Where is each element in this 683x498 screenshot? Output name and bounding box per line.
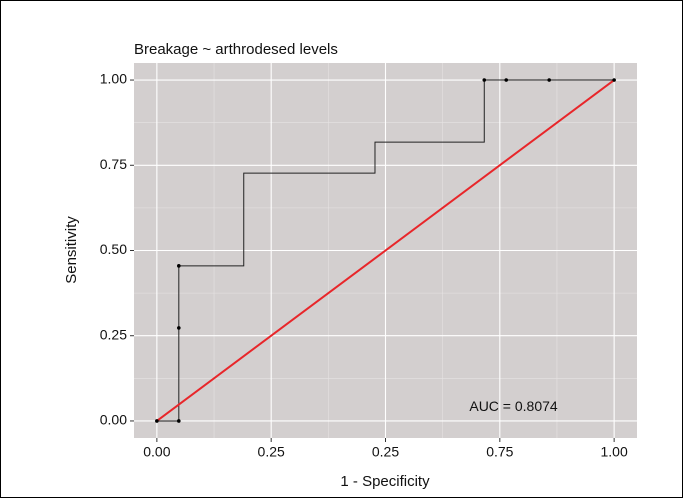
point (612, 78, 616, 82)
y-tick-label: 0.00 (100, 412, 127, 428)
y-tick-label: 0.75 (100, 156, 127, 172)
line (156, 79, 615, 422)
annotation: AUC = 0.8074 (469, 398, 558, 414)
point (504, 78, 509, 82)
point (482, 78, 487, 82)
point (177, 264, 181, 268)
point (547, 78, 552, 82)
point (177, 326, 181, 330)
x-tick-label: 0.00 (143, 444, 170, 460)
x-tick-label: 0.25 (258, 444, 285, 460)
chart-title: Breakage ~ arthrodesed levels (134, 41, 338, 58)
x-axis-label: 1 - Specificity (340, 473, 430, 490)
point (177, 419, 181, 423)
x-tick-label: 0.75 (486, 444, 513, 460)
x-tick-label: 1.00 (601, 444, 628, 460)
y-tick-label: 0.25 (100, 326, 127, 342)
point (155, 419, 159, 423)
y-tick-label: 1.00 (100, 71, 127, 87)
x-tick-label: 0.25 (372, 444, 399, 460)
y-axis-label: Sensitivity (63, 216, 80, 284)
y-tick-label: 0.50 (100, 241, 127, 257)
line (156, 79, 615, 422)
